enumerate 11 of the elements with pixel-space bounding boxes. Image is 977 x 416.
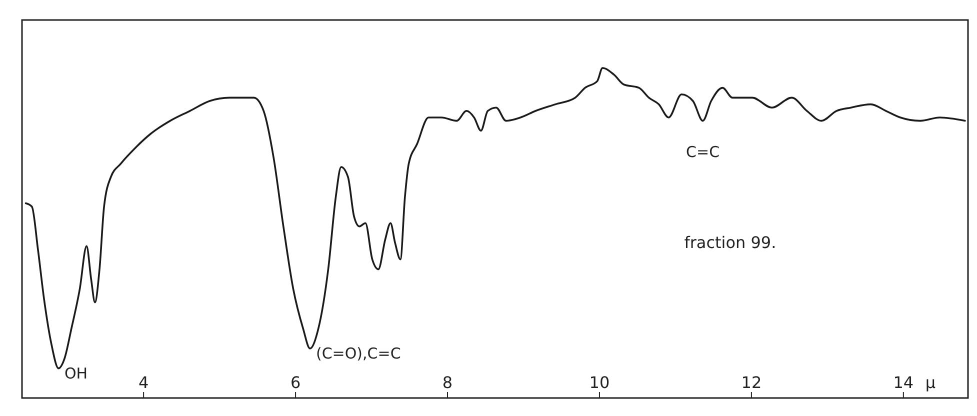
x-tick-label: 6 [290, 373, 301, 392]
x-axis-title: μ [925, 373, 936, 392]
annotation: (C=O),C=C [316, 344, 401, 362]
annotation: OH [64, 364, 88, 382]
x-tick-label: 8 [442, 373, 453, 392]
x-tick-label: 10 [589, 373, 610, 392]
annotation: fraction 99. [684, 233, 776, 252]
x-tick-label: 12 [741, 373, 762, 392]
annotation: C=C [686, 142, 720, 161]
x-tick-label: 14 [893, 373, 914, 392]
x-tick-label: 4 [138, 373, 149, 392]
